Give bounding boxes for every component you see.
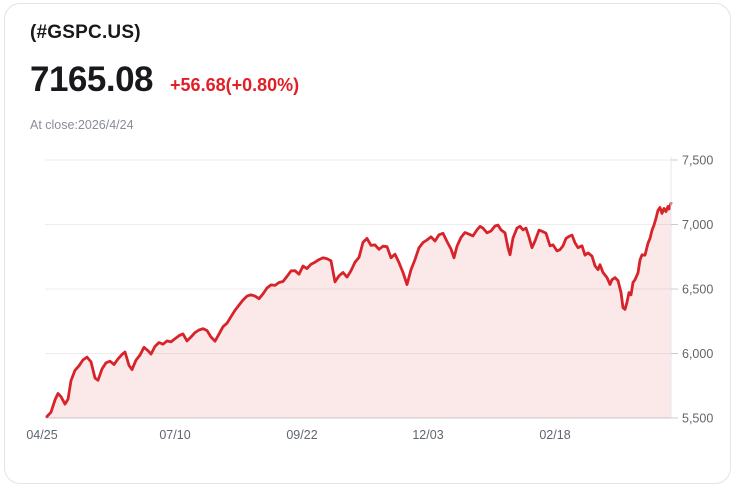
y-axis-label: 5,500 [682, 412, 713, 426]
price-chart[interactable]: 7,500 7,000 6,500 6,000 5,500 04/25 07/10 09/22… [5, 151, 736, 461]
close-timestamp: At close:2026/4/24 [30, 118, 134, 132]
y-axis-label: 6,500 [682, 283, 713, 297]
price-change: +56.68(+0.80%) [170, 75, 300, 95]
y-axis-label: 6,000 [682, 347, 713, 361]
price-line [45, 201, 673, 418]
x-axis-label: 12/03 [412, 428, 443, 442]
x-axis-label: 04/25 [26, 428, 57, 442]
x-axis-label: 02/18 [539, 428, 570, 442]
y-axis-label: 7,000 [682, 218, 713, 232]
x-axis-label: 07/10 [159, 428, 190, 442]
last-price: 7165.08 [30, 60, 154, 99]
symbol-title: (#GSPC.US) [30, 22, 141, 43]
price-chart-svg[interactable]: 7,500 7,000 6,500 6,000 5,500 04/25 07/10 09/22… [5, 151, 736, 461]
x-axis-label: 09/22 [286, 428, 317, 442]
quote-card: (#GSPC.US) 7165.08 +56.68(+0.80%) At clo… [4, 3, 731, 484]
y-axis-label: 7,500 [682, 154, 713, 168]
area-fill [47, 203, 671, 418]
